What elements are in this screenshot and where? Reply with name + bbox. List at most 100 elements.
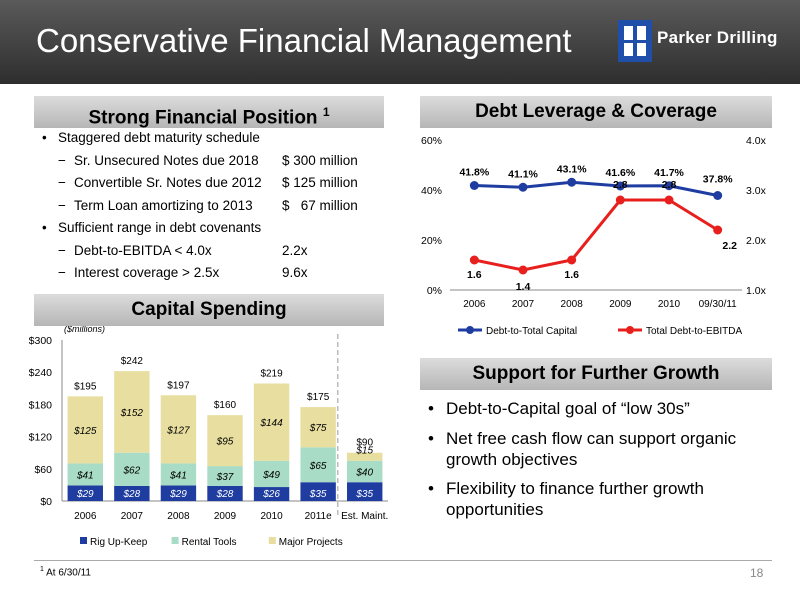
segment-label: $125 (73, 426, 97, 437)
y-left-tick-label: 60% (421, 135, 442, 147)
financial-position-heading-sup: 1 (322, 105, 330, 119)
bullet-marker: • (42, 130, 47, 145)
capital-spending-heading-text: Capital Spending (131, 299, 287, 320)
segment-label: $28 (123, 489, 141, 500)
growth-heading-text: Support for Further Growth (472, 363, 720, 384)
bar-total-label: $219 (260, 368, 283, 379)
y-tick-label: $180 (29, 399, 53, 411)
growth-item: Flexibility to finance further growth op… (446, 479, 704, 519)
sub-bullet-marker: − (58, 197, 66, 213)
x-tick-label: 2010 (658, 299, 681, 310)
x-tick-label: Est. Maint. (341, 511, 388, 522)
y-left-tick-label: 40% (421, 185, 442, 197)
bullet-value: $ 125 million (282, 175, 358, 190)
data-point (664, 181, 674, 191)
x-tick-label: 2007 (121, 511, 144, 522)
x-tick-label: 2008 (561, 299, 584, 310)
data-label: 2.8 (662, 179, 677, 191)
data-point (567, 255, 577, 265)
bullet-marker: • (42, 220, 47, 235)
debt-leverage-heading: Debt Leverage & Coverage (420, 96, 772, 128)
y-right-tick-label: 4.0x (746, 135, 767, 147)
data-point (615, 195, 625, 205)
bar-segment (300, 482, 336, 501)
segment-label: $35 (309, 489, 327, 500)
debt-to-capital-line (474, 180, 718, 197)
data-label: 1.4 (516, 281, 531, 293)
legend-label: Major Projects (279, 537, 343, 548)
segment-label: $152 (120, 408, 144, 419)
bar-segment (253, 383, 290, 461)
legend-marker (626, 326, 634, 334)
growth-bullet-marker: • (428, 479, 434, 498)
capital-spending-heading: Capital Spending (34, 294, 384, 326)
y-tick-label: $0 (40, 496, 52, 508)
segment-label: $95 (216, 437, 234, 448)
bar-total-label: $175 (307, 392, 330, 403)
bullet-value: $ 67 million (282, 197, 358, 213)
x-tick-label: 2011e (305, 511, 333, 522)
data-point (615, 181, 625, 191)
data-label: 1.6 (467, 269, 482, 281)
y-right-tick-label: 2.0x (746, 235, 767, 247)
bar-segment (160, 395, 197, 464)
footnote: 1 At 6/30/11 (40, 566, 91, 578)
y-right-tick-label: 3.0x (746, 185, 767, 197)
x-tick-label: 2009 (214, 511, 237, 522)
sub-bullet-text: Convertible Sr. Notes due 2012 (74, 175, 262, 190)
slide-title: Conservative Financial Management (36, 22, 572, 59)
debt-leverage-chart: 0% 20% 40% 60% 1.0x 2.0x 3.0x 4.0x 2006 2007 2008 2… (421, 135, 767, 337)
data-label: 2.8 (613, 179, 628, 191)
legend-label: Rental Tools (182, 537, 237, 548)
data-label: 41.7% (654, 167, 684, 179)
data-point (469, 181, 479, 190)
sub-bullet-text: Sr. Unsecured Notes due 2018 (74, 152, 259, 168)
bar-segment (347, 460, 383, 483)
legend-swatch (268, 537, 276, 544)
y-left-tick-label: 20% (421, 235, 442, 247)
bar-segment (300, 407, 336, 448)
bullet-value: $ 300 million (282, 152, 358, 168)
growth-heading: Support for Further Growth (420, 358, 772, 390)
x-tick-label: 2007 (512, 299, 535, 310)
legend-label: Total Debt-to-EBITDA (646, 326, 742, 337)
segment-label: $41 (169, 470, 187, 481)
y-tick-label: $240 (29, 367, 53, 379)
bar-segment (253, 460, 290, 488)
sub-bullet-marker: − (58, 242, 66, 258)
segment-label: $41 (76, 470, 94, 481)
bar-segment (67, 463, 103, 486)
bar-total-label: $197 (167, 380, 190, 391)
data-point (518, 265, 528, 275)
bullet-text: Staggered debt maturity schedule (58, 130, 260, 145)
legend-label: Rig Up-Keep (90, 537, 148, 548)
segment-label: $62 (123, 465, 141, 476)
bar-total-label: $160 (214, 400, 237, 411)
data-point (713, 191, 723, 200)
bullet-text: Sufficient range in debt covenants (58, 220, 262, 235)
bar-segment (114, 371, 150, 453)
x-tick-label: 09/30/11 (699, 299, 738, 310)
financial-position-heading: Strong Financial Position 1 (34, 96, 384, 128)
debt-to-ebitda-line (474, 198, 719, 272)
bar-segment (160, 463, 197, 486)
sub-bullet-marker: − (58, 175, 66, 190)
bar-segment (160, 485, 197, 501)
segment-label: $15 (355, 446, 373, 457)
bar-segment (207, 466, 243, 486)
capital-spending-chart: $0 $60 $120 $180 $240 $300 ($millions) $29 $41 $1… (29, 326, 389, 548)
footnote-text: At 6/30/11 (46, 567, 91, 579)
x-tick-label: 2008 (167, 511, 190, 522)
x-tick-label: 2006 (74, 511, 97, 522)
y-right-tick-label: 1.0x (746, 285, 767, 297)
bullet-value: 9.6x (282, 265, 308, 280)
data-point (713, 225, 723, 235)
debt-leverage-heading-text: Debt Leverage & Coverage (475, 101, 717, 122)
data-label: 43.1% (557, 163, 587, 175)
data-point (469, 255, 479, 265)
bar-total-label: $195 (74, 381, 97, 392)
financial-position-heading-text: Strong Financial Position (88, 107, 318, 129)
data-point (567, 177, 577, 187)
bar-total-label: $90 (356, 438, 373, 449)
data-label: 2.2 (722, 240, 737, 252)
